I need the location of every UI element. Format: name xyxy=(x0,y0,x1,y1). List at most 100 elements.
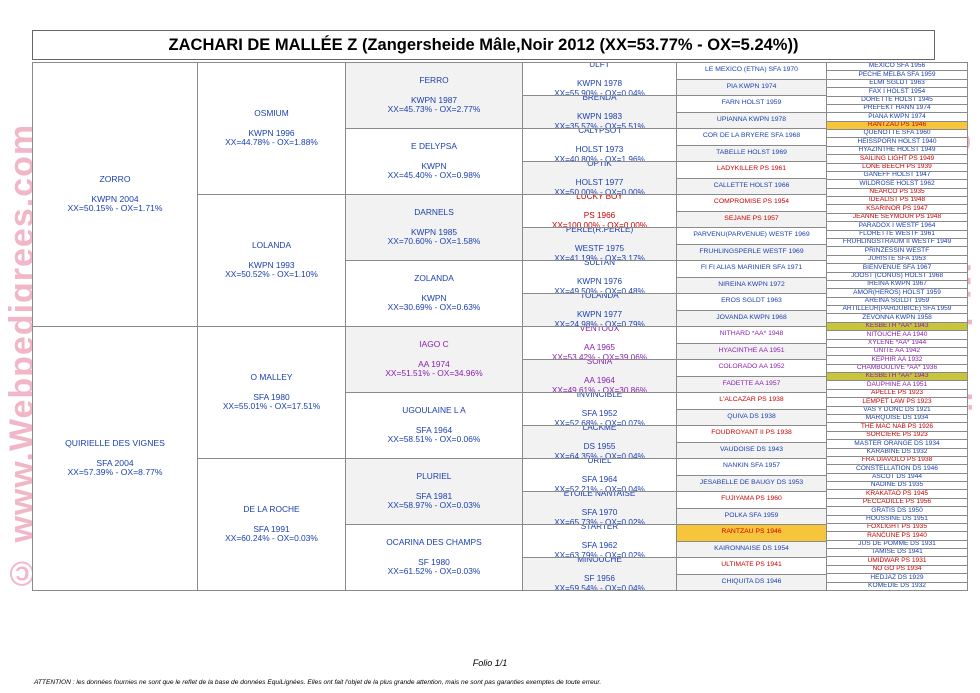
horse-blood-percent: XX=58.97% - OX=0.03% xyxy=(387,500,481,511)
pedigree-g5-cell: FUJIYAMA PS 1960 xyxy=(676,491,827,509)
horse-entry: HOUSSINE DS 1951 xyxy=(866,514,928,522)
horse-entry: IREINA KWPN 1967 xyxy=(867,280,927,288)
horse-studbook-year: AA 1964 xyxy=(584,376,615,386)
horse-blood-percent: XX=55.01% - OX=17.51% xyxy=(222,401,321,412)
folio: Folio 1/1 xyxy=(472,658,508,668)
horse-studbook-year: KWPN xyxy=(421,160,447,171)
horse-blood-percent: XX=35.57% - OX=5.51% xyxy=(554,121,645,129)
horse-name: ZOLANDA xyxy=(414,273,454,284)
horse-entry: HEDJAZ DS 1929 xyxy=(870,573,924,581)
horse-entry: LADYKILLER PS 1961 xyxy=(716,165,787,173)
horse-entry: KESBETH *AA* 1943 xyxy=(865,322,929,330)
horse-studbook-year: SFA 1952 xyxy=(581,409,618,419)
horse-studbook-year: KWPN 1978 xyxy=(576,79,623,89)
pedigree-g5-cell: ULTIMATE PS 1941 xyxy=(676,557,827,575)
pedigree-g4-cell: BRENDA KWPN 1983 XX=35.57% - OX=5.51% xyxy=(522,95,677,129)
horse-name: UGOULAINE L A xyxy=(402,405,466,416)
pedigree-g5-cell: FADETTE AA 1957 xyxy=(676,375,827,393)
horse-entry: XYLENE *AA* 1944 xyxy=(867,338,927,346)
horse-studbook-year: KWPN 1983 xyxy=(576,112,623,122)
horse-entry: UNITE AA 1942 xyxy=(873,347,921,355)
horse-name: TOLANDA xyxy=(580,293,619,301)
horse-entry: FRUHLINGSTRAUM II WESTF 1949 xyxy=(842,238,952,246)
pedigree-g5-cell: COMPROMISE PS 1954 xyxy=(676,194,827,212)
horse-entry: TAMISE DS 1941 xyxy=(871,548,923,556)
horse-blood-percent: XX=61.52% - OX=0.03% xyxy=(387,566,481,577)
horse-entry: PECHE MELBA SFA 1959 xyxy=(858,70,936,78)
horse-entry: ASCOT DS 1944 xyxy=(871,473,923,481)
pedigree-g5-cell: JOVANDA KWPN 1968 xyxy=(676,309,827,327)
pedigree-g5-cell: TABELLE HOLST 1969 xyxy=(676,144,827,162)
horse-entry: FI FI ALIAS MARINIER SFA 1971 xyxy=(700,264,803,272)
horse-entry: PIANA KWPN 1974 xyxy=(868,112,926,120)
horse-studbook-year: KWPN 1976 xyxy=(576,277,623,287)
horse-name: ETOILE NANTAISE xyxy=(563,491,636,499)
pedigree-g3-cell: E DELYPSA KWPN XX=45.40% - OX=0.98% xyxy=(345,128,523,195)
pedigree-g4-cell: OPTIK HOLST 1977 XX=50.00% - OX=0.00% xyxy=(522,161,677,195)
horse-blood-percent: XX=57.39% - OX=8.77% xyxy=(67,467,163,478)
horse-entry: PREFEKT HANN 1974 xyxy=(863,104,931,112)
pedigree-g5-cell: NANKIN SFA 1957 xyxy=(676,458,827,476)
pedigree-g2-cell: LOLANDA KWPN 1993 XX=50.52% - OX=1.10% xyxy=(197,194,346,327)
horse-entry: SEJANE PS 1957 xyxy=(724,214,779,222)
horse-studbook-year: KWPN 1985 xyxy=(410,226,458,237)
horse-blood-percent: XX=70.60% - OX=1.58% xyxy=(387,236,481,247)
horse-name: ZORRO xyxy=(99,174,131,185)
pedigree-g4-cell: PERLE(R.PERLE) WESTF 1975 XX=41.19% - OX=3… xyxy=(522,227,677,261)
pedigree-g3-cell: FERRO KWPN 1987 XX=45.73% - OX=2.77% xyxy=(345,62,523,129)
pedigree-g3-cell: IAGO C AA 1974 XX=51.51% - OX=34.96% xyxy=(345,326,523,393)
horse-entry: TABELLE HOLST 1969 xyxy=(716,148,787,156)
horse-name: DE LA ROCHE xyxy=(243,504,300,515)
horse-name: INVINCIBLE xyxy=(576,392,623,400)
horse-entry: KESBETH *AA* 1943 xyxy=(865,372,929,380)
horse-entry: EROS SGLDT 1963 xyxy=(721,297,782,305)
pedigree-g4-cell: TOLANDA KWPN 1977 XX=24.98% - OX=0.79% xyxy=(522,293,677,327)
horse-entry: LEMPET LAW PS 1923 xyxy=(862,397,932,405)
horse-blood-percent: XX=65.73% - OX=0.02% xyxy=(554,517,645,525)
horse-name: O MALLEY xyxy=(250,372,293,383)
horse-entry: NEARCO PS 1935 xyxy=(869,188,925,196)
pedigree-g5-cell: CHIQUITA DS 1946 xyxy=(676,573,827,591)
horse-studbook-year: SFA 1991 xyxy=(253,523,290,534)
horse-name: FERRO xyxy=(419,75,449,86)
pedigree-g2-cell: DE LA ROCHE SFA 1991 XX=60.24% - OX=0.03% xyxy=(197,458,346,591)
pedigree-g5-cell: NITHARD *AA* 1948 xyxy=(676,326,827,344)
horse-studbook-year: KWPN 2004 xyxy=(91,193,139,204)
horse-studbook-year: PS 1966 xyxy=(583,211,616,221)
horse-blood-percent: XX=45.73% - OX=2.77% xyxy=(387,104,481,115)
pedigree-g3-cell: OCARINA DES CHAMPS SF 1980 XX=61.52% - OX=… xyxy=(345,524,523,591)
pedigree-g5-cell: COR DE LA BRYERE SFA 1968 xyxy=(676,128,827,146)
horse-blood-percent: XX=49.50% - OX=0.48% xyxy=(554,286,645,294)
horse-name: PLURIEL xyxy=(416,471,452,482)
horse-name: IAGO C xyxy=(419,339,449,350)
pedigree-g3-cell: DARNELS KWPN 1985 XX=70.60% - OX=1.58% xyxy=(345,194,523,261)
horse-studbook-year: HOLST 1973 xyxy=(575,145,624,155)
horse-entry: RANCUNE PS 1940 xyxy=(867,531,927,539)
pedigree-g4-cell: URIEL SFA 1964 XX=52.21% - OX=0.04% xyxy=(522,458,677,492)
pedigree-g5-cell: QUIVA DS 1938 xyxy=(676,408,827,426)
horse-studbook-year: SFA 1964 xyxy=(415,424,453,435)
horse-entry: RANTZAU PS 1946 xyxy=(867,121,927,129)
horse-blood-percent: XX=40.80% - OX=1.96% xyxy=(554,154,645,162)
horse-entry: COR DE LA BRYERE SFA 1968 xyxy=(702,132,801,140)
horse-blood-percent: XX=58.51% - OX=0.06% xyxy=(387,434,481,445)
horse-name: VENTOUX xyxy=(579,326,620,334)
horse-studbook-year: SF 1956 xyxy=(584,574,615,584)
horse-blood-percent: XX=50.52% - OX=1.10% xyxy=(225,269,318,280)
pedigree-g5-cell: FRUHLINGSPERLE WESTF 1969 xyxy=(676,243,827,261)
horse-entry: JUS DE POMME DS 1931 xyxy=(858,540,936,548)
horse-entry: JEANNE SEYMOUR PS 1948 xyxy=(852,213,942,221)
horse-entry: CALLETTE HOLST 1966 xyxy=(713,181,790,189)
horse-studbook-year: AA 1974 xyxy=(418,358,450,369)
horse-entry: HEISSPORN HOLST 1940 xyxy=(857,137,937,145)
horse-entry: NITOUCHE AA 1940 xyxy=(866,330,928,338)
horse-entry: FLORETTE WESTF 1961 xyxy=(859,230,935,237)
horse-studbook-year: SFA 1981 xyxy=(415,490,453,501)
horse-blood-percent: XX=52.68% - OX=0.07% xyxy=(554,418,645,426)
horse-name: OSMIUM xyxy=(254,108,289,119)
horse-name: ULFT xyxy=(589,62,610,70)
pedigree-g5-cell: SEJANE PS 1957 xyxy=(676,210,827,228)
horse-entry: PARVENU(PARVENUE) WESTF 1969 xyxy=(693,231,810,239)
horse-blood-percent: XX=24.98% - OX=0.79% xyxy=(554,319,645,327)
horse-blood-percent: XX=51.51% - OX=34.96% xyxy=(385,368,483,379)
